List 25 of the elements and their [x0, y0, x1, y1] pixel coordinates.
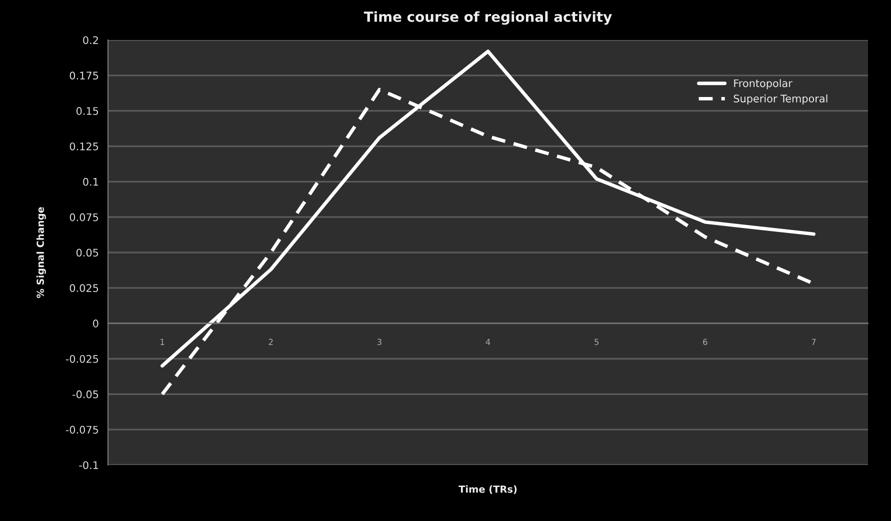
y-tick-label: -0.025 [66, 354, 98, 363]
chart-title: Time course of regional activity [364, 11, 612, 25]
legend-label: Superior Temporal [734, 94, 828, 104]
y-tick-label: 0.075 [70, 213, 98, 222]
y-tick-label: 0 [93, 320, 98, 328]
x-tick-label: 4 [486, 338, 490, 345]
y-tick-label: 0.05 [76, 248, 98, 257]
x-tick-label: 1 [160, 338, 164, 345]
legend-label: Frontopolar [734, 79, 792, 90]
y-tick-label: 0.125 [70, 142, 98, 150]
x-tick-label: 2 [268, 338, 273, 345]
y-tick-label: -0.075 [66, 426, 98, 434]
x-tick-label: 6 [703, 338, 708, 346]
y-axis-title: % Signal Change [36, 207, 46, 298]
y-tick-label: -0.1 [79, 461, 98, 470]
x-axis-title: Time (TRs) [458, 485, 517, 494]
y-tick-label: 0.175 [70, 72, 98, 80]
x-tick-label: 3 [377, 338, 382, 346]
y-tick-label: 0.1 [83, 178, 98, 186]
y-tick-label: 0.2 [83, 36, 98, 44]
x-tick-label: 7 [812, 338, 816, 345]
y-tick-label: -0.05 [72, 390, 98, 398]
y-tick-label: 0.025 [70, 284, 98, 292]
y-tick-label: 0.15 [76, 107, 98, 115]
x-tick-label: 5 [594, 338, 598, 346]
